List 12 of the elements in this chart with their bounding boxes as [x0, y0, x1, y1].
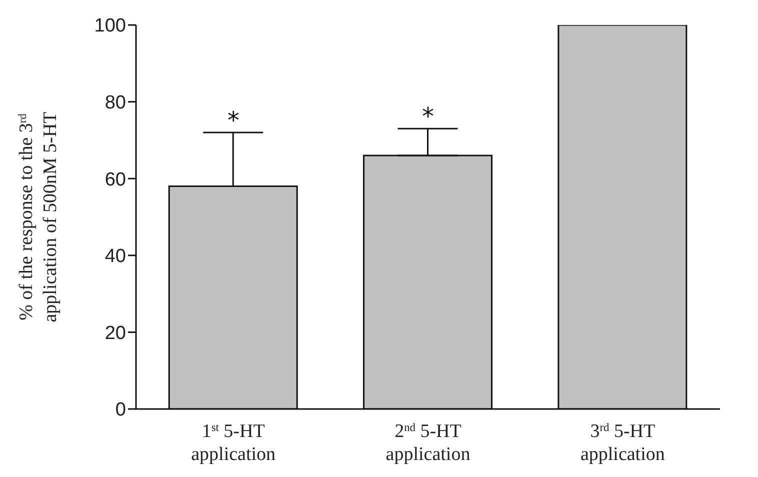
annotation: * — [422, 102, 434, 131]
x-tick-label: 2$^{nd}$ 5-HT application — [386, 421, 471, 465]
y-tick-label: 60 — [104, 169, 126, 190]
y-tick-label: 40 — [104, 246, 126, 268]
x-tick-label: 3$^{rd}$ 5-HT application — [580, 421, 666, 465]
y-tick-label: 0 — [115, 400, 126, 421]
x-tick-label: 1$^{st}$ 5-HT application — [191, 421, 276, 465]
y-tick-label: 80 — [104, 92, 126, 114]
y-axis-title: % of the response to the 3$^{rd}$ application of 500nM 5-HT — [16, 111, 61, 322]
y-tick-label: 100 — [94, 16, 126, 37]
y-tick-label: 20 — [104, 322, 126, 344]
annotation: * — [227, 106, 240, 135]
